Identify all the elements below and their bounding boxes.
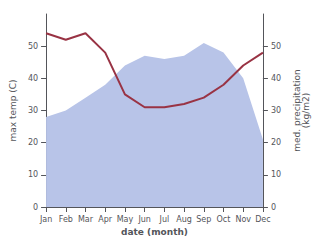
svg-text:Aug: Aug <box>176 215 192 224</box>
svg-text:20: 20 <box>271 138 281 147</box>
svg-text:50: 50 <box>271 42 281 51</box>
svg-text:max temp (C): max temp (C) <box>8 79 18 141</box>
svg-text:40: 40 <box>271 74 281 83</box>
svg-text:30: 30 <box>28 106 38 115</box>
svg-text:(kg/m2): (kg/m2) <box>301 93 311 128</box>
svg-text:May: May <box>117 215 134 224</box>
svg-text:20: 20 <box>28 138 38 147</box>
svg-text:50: 50 <box>28 42 38 51</box>
svg-text:Mar: Mar <box>78 215 94 224</box>
svg-text:Oct: Oct <box>217 215 231 224</box>
svg-text:Apr: Apr <box>98 215 113 224</box>
svg-text:0: 0 <box>271 203 276 212</box>
svg-text:med. precipitation: med. precipitation <box>291 69 302 152</box>
svg-text:10: 10 <box>271 170 281 179</box>
svg-text:40: 40 <box>28 74 38 83</box>
svg-text:Jul: Jul <box>159 215 170 224</box>
svg-text:Dec: Dec <box>255 215 270 224</box>
svg-text:Sep: Sep <box>196 215 211 224</box>
svg-text:0: 0 <box>33 203 38 212</box>
svg-text:Jan: Jan <box>39 215 52 224</box>
svg-text:Feb: Feb <box>59 215 73 224</box>
svg-text:date (month): date (month) <box>121 227 188 237</box>
svg-text:Nov: Nov <box>235 215 251 224</box>
svg-text:30: 30 <box>271 106 281 115</box>
svg-text:Jun: Jun <box>137 215 151 224</box>
svg-text:10: 10 <box>28 170 38 179</box>
